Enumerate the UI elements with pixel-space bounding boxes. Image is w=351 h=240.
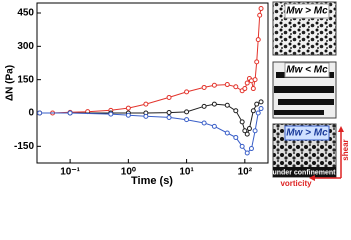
- data-point: [211, 82, 217, 88]
- chart: ΔN (Pa) Time (s) Mw > Mc Mw < Mc Mw > Mc…: [5, 1, 350, 188]
- data-point: [242, 128, 248, 134]
- data-point: [244, 150, 250, 156]
- data-point: [211, 101, 217, 107]
- data-point: [201, 84, 207, 90]
- data-point: [250, 108, 256, 114]
- data-point: [184, 89, 190, 95]
- data-point: [252, 128, 258, 134]
- x-tick-label: 10¹: [179, 167, 194, 178]
- data-point: [166, 110, 172, 116]
- x-tick-label: 10⁻¹: [60, 167, 80, 178]
- data-point: [233, 84, 239, 90]
- data-point: [255, 37, 261, 43]
- data-point: [143, 113, 149, 119]
- data-point: [201, 120, 207, 126]
- image-panels: [272, 1, 344, 181]
- y-tick-label: 150: [17, 74, 34, 85]
- y-tick-label: -150: [14, 141, 34, 152]
- data-point: [257, 12, 263, 18]
- y-axis-label: ΔN (Pa): [5, 65, 16, 101]
- data-point: [244, 131, 250, 137]
- data-point: [242, 86, 248, 92]
- data-point: [254, 59, 260, 65]
- confinement-label: under confinement: [272, 169, 336, 176]
- data-point: [201, 103, 207, 109]
- data-point: [125, 112, 131, 118]
- data-point: [224, 82, 230, 88]
- data-point: [143, 101, 149, 107]
- data-point: [233, 108, 239, 114]
- y-tick-label: 300: [17, 41, 34, 52]
- data-point: [211, 123, 217, 129]
- series-line: [39, 8, 262, 114]
- y-tick-label: 450: [17, 8, 34, 19]
- series-line: [39, 101, 262, 136]
- vorticity-label: vorticity: [280, 179, 312, 188]
- data-point: [248, 146, 254, 152]
- panel-label: Mw > Mc: [286, 6, 328, 17]
- data-point: [252, 77, 258, 83]
- data-point: [255, 110, 261, 116]
- data-point: [125, 105, 131, 111]
- data-point: [258, 99, 264, 105]
- data-point: [166, 94, 172, 100]
- data-point: [37, 110, 43, 116]
- shear-label: shear: [341, 139, 350, 160]
- data-point: [244, 80, 250, 86]
- data-point: [239, 119, 245, 125]
- data-point: [258, 6, 264, 12]
- x-axis-label: Time (s): [131, 175, 173, 187]
- y-tick-label: 0: [28, 108, 34, 119]
- data-point: [250, 86, 256, 92]
- data-point: [166, 114, 172, 120]
- data-point: [246, 126, 252, 132]
- data-point: [108, 111, 114, 117]
- panel-label: Mw > Mc: [286, 128, 328, 139]
- plot-frame: [36, 2, 269, 164]
- data-point: [254, 101, 260, 107]
- data-point: [67, 110, 73, 116]
- panel-label: Mw < Mc: [286, 65, 328, 76]
- data-point: [239, 143, 245, 149]
- data-point: [258, 106, 264, 112]
- x-tick-label: 10²: [238, 167, 253, 178]
- x-tick-label: 10⁰: [121, 167, 136, 178]
- data-point: [184, 117, 190, 123]
- data-point: [184, 109, 190, 115]
- data-point: [224, 102, 230, 108]
- data-point: [233, 134, 239, 140]
- data-point: [224, 130, 230, 136]
